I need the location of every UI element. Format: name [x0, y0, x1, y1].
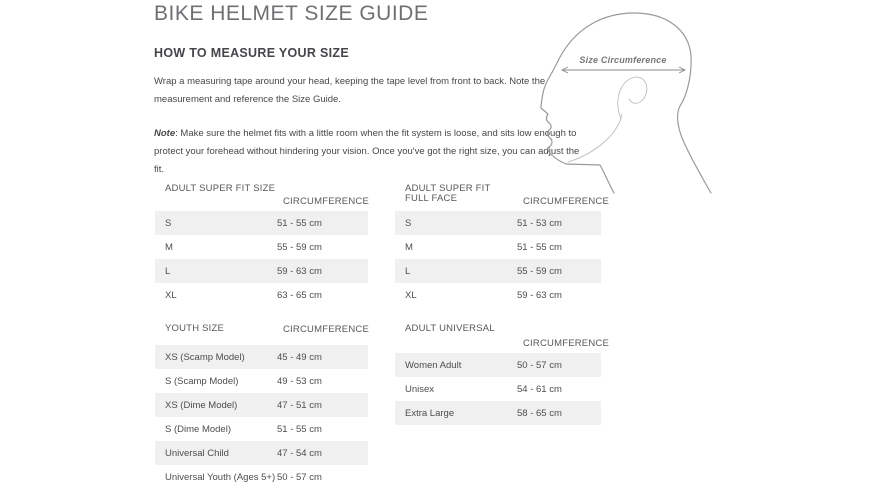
size-label: S: [405, 217, 412, 229]
table-header: ADULT SUPER FIT SIZE CIRCUMFERENCE: [155, 183, 369, 211]
size-label: M: [165, 241, 173, 253]
note-text: : Make sure the helmet fits with a littl…: [154, 128, 580, 175]
table-row: L 55 - 59 cm: [395, 259, 601, 283]
table-rows: XS (Scamp Model) 45 - 49 cm S (Scamp Model…: [155, 345, 368, 489]
table-header: ADULT SUPER FIT FULL FACE CIRCUMFERENCE: [395, 183, 609, 211]
table-row: Universal Child 47 - 54 cm: [155, 441, 368, 465]
note-paragraph: Note: Make sure the helmet fits with a l…: [154, 125, 582, 179]
table-row: XS (Dime Model) 47 - 51 cm: [155, 393, 368, 417]
table-row: XL 63 - 65 cm: [155, 283, 368, 307]
section-heading: HOW TO MEASURE YOUR SIZE: [154, 46, 349, 60]
table-adult-super-fit-size: ADULT SUPER FIT SIZE CIRCUMFERENCE S 51 -…: [155, 183, 369, 307]
table-header: ADULT UNIVERSAL CIRCUMFERENCE: [395, 323, 609, 353]
size-label: XL: [165, 289, 177, 301]
table-row: S 51 - 53 cm: [395, 211, 601, 235]
table-row: XS (Scamp Model) 45 - 49 cm: [155, 345, 368, 369]
table-adult-super-fit-full-face: ADULT SUPER FIT FULL FACE CIRCUMFERENCE …: [395, 183, 609, 307]
circumference-value: 59 - 63 cm: [277, 265, 322, 277]
size-label: S (Dime Model): [165, 423, 231, 435]
table-row: S (Dime Model) 51 - 55 cm: [155, 417, 368, 441]
table-rows: S 51 - 55 cm M 55 - 59 cm L 59 - 63 cm XL 63 - …: [155, 211, 368, 307]
note-label: Note: [154, 128, 176, 139]
page-title: BIKE HELMET SIZE GUIDE: [154, 2, 429, 25]
table-row: Women Adult 50 - 57 cm: [395, 353, 601, 377]
circumference-value: 58 - 65 cm: [517, 407, 562, 419]
table-title: ADULT UNIVERSAL: [405, 323, 495, 334]
circumference-value: 45 - 49 cm: [277, 351, 322, 363]
size-label: Extra Large: [405, 407, 455, 419]
circumference-value: 50 - 57 cm: [517, 359, 562, 371]
table-adult-universal: ADULT UNIVERSAL CIRCUMFERENCE Women Adul…: [395, 323, 609, 425]
table-rows: Women Adult 50 - 57 cm Unisex 54 - 61 cm Ext…: [395, 353, 601, 425]
circumference-value: 63 - 65 cm: [277, 289, 322, 301]
circumference-value: 51 - 53 cm: [517, 217, 562, 229]
size-label: Universal Child: [165, 447, 229, 459]
measure-arrowhead-left: [560, 66, 569, 74]
table-title: ADULT SUPER FIT SIZE: [165, 183, 276, 194]
size-label: L: [165, 265, 171, 277]
size-label: M: [405, 241, 413, 253]
size-label: Universal Youth (Ages 5+): [165, 471, 276, 483]
table-row: Extra Large 58 - 65 cm: [395, 401, 601, 425]
circumference-value: 51 - 55 cm: [277, 217, 322, 229]
size-label: Women Adult: [405, 359, 462, 371]
circumference-header: CIRCUMFERENCE: [283, 324, 369, 335]
table-row: S (Scamp Model) 49 - 53 cm: [155, 369, 368, 393]
circumference-header: CIRCUMFERENCE: [523, 338, 609, 349]
measure-arrowhead-right: [678, 66, 687, 74]
head-profile-illustration: Size Circumference: [540, 12, 712, 194]
circumference-value: 59 - 63 cm: [517, 289, 562, 301]
size-label: XS (Scamp Model): [165, 351, 245, 363]
ear-line: [617, 76, 648, 120]
diagram-label: Size Circumference: [579, 55, 666, 65]
table-row: M 51 - 55 cm: [395, 235, 601, 259]
size-label: XS (Dime Model): [165, 399, 238, 411]
circumference-value: 47 - 54 cm: [277, 447, 322, 459]
table-row: S 51 - 55 cm: [155, 211, 368, 235]
size-label: S: [165, 217, 172, 229]
table-row: M 55 - 59 cm: [155, 235, 368, 259]
circumference-header: CIRCUMFERENCE: [523, 196, 609, 207]
circumference-value: 49 - 53 cm: [277, 375, 322, 387]
circumference-value: 51 - 55 cm: [277, 423, 322, 435]
circumference-value: 51 - 55 cm: [517, 241, 562, 253]
circumference-value: 47 - 51 cm: [277, 399, 322, 411]
table-header: YOUTH SIZE CIRCUMFERENCE: [155, 323, 369, 345]
circumference-value: 54 - 61 cm: [517, 383, 562, 395]
intro-paragraph: Wrap a measuring tape around your head, …: [154, 76, 546, 105]
table-row: L 59 - 63 cm: [155, 259, 368, 283]
table-row: Unisex 54 - 61 cm: [395, 377, 601, 401]
table-row: XL 59 - 63 cm: [395, 283, 601, 307]
circumference-value: 55 - 59 cm: [517, 265, 562, 277]
size-label: S (Scamp Model): [165, 375, 239, 387]
circumference-value: 50 - 57 cm: [277, 471, 322, 483]
table-rows: S 51 - 53 cm M 51 - 55 cm L 55 - 59 cm XL 59 - …: [395, 211, 601, 307]
table-row: Universal Youth (Ages 5+) 50 - 57 cm: [155, 465, 368, 489]
table-title: YOUTH SIZE: [165, 323, 225, 334]
jaw-line: [567, 113, 623, 163]
circumference-value: 55 - 59 cm: [277, 241, 322, 253]
size-label: XL: [405, 289, 417, 301]
circumference-header: CIRCUMFERENCE: [283, 196, 369, 207]
table-youth-size: YOUTH SIZE CIRCUMFERENCE XS (Scamp Model…: [155, 323, 369, 489]
size-label: L: [405, 265, 411, 277]
size-label: Unisex: [405, 383, 435, 395]
table-title: ADULT SUPER FIT FULL FACE: [405, 183, 491, 204]
head-outline: [540, 12, 712, 194]
